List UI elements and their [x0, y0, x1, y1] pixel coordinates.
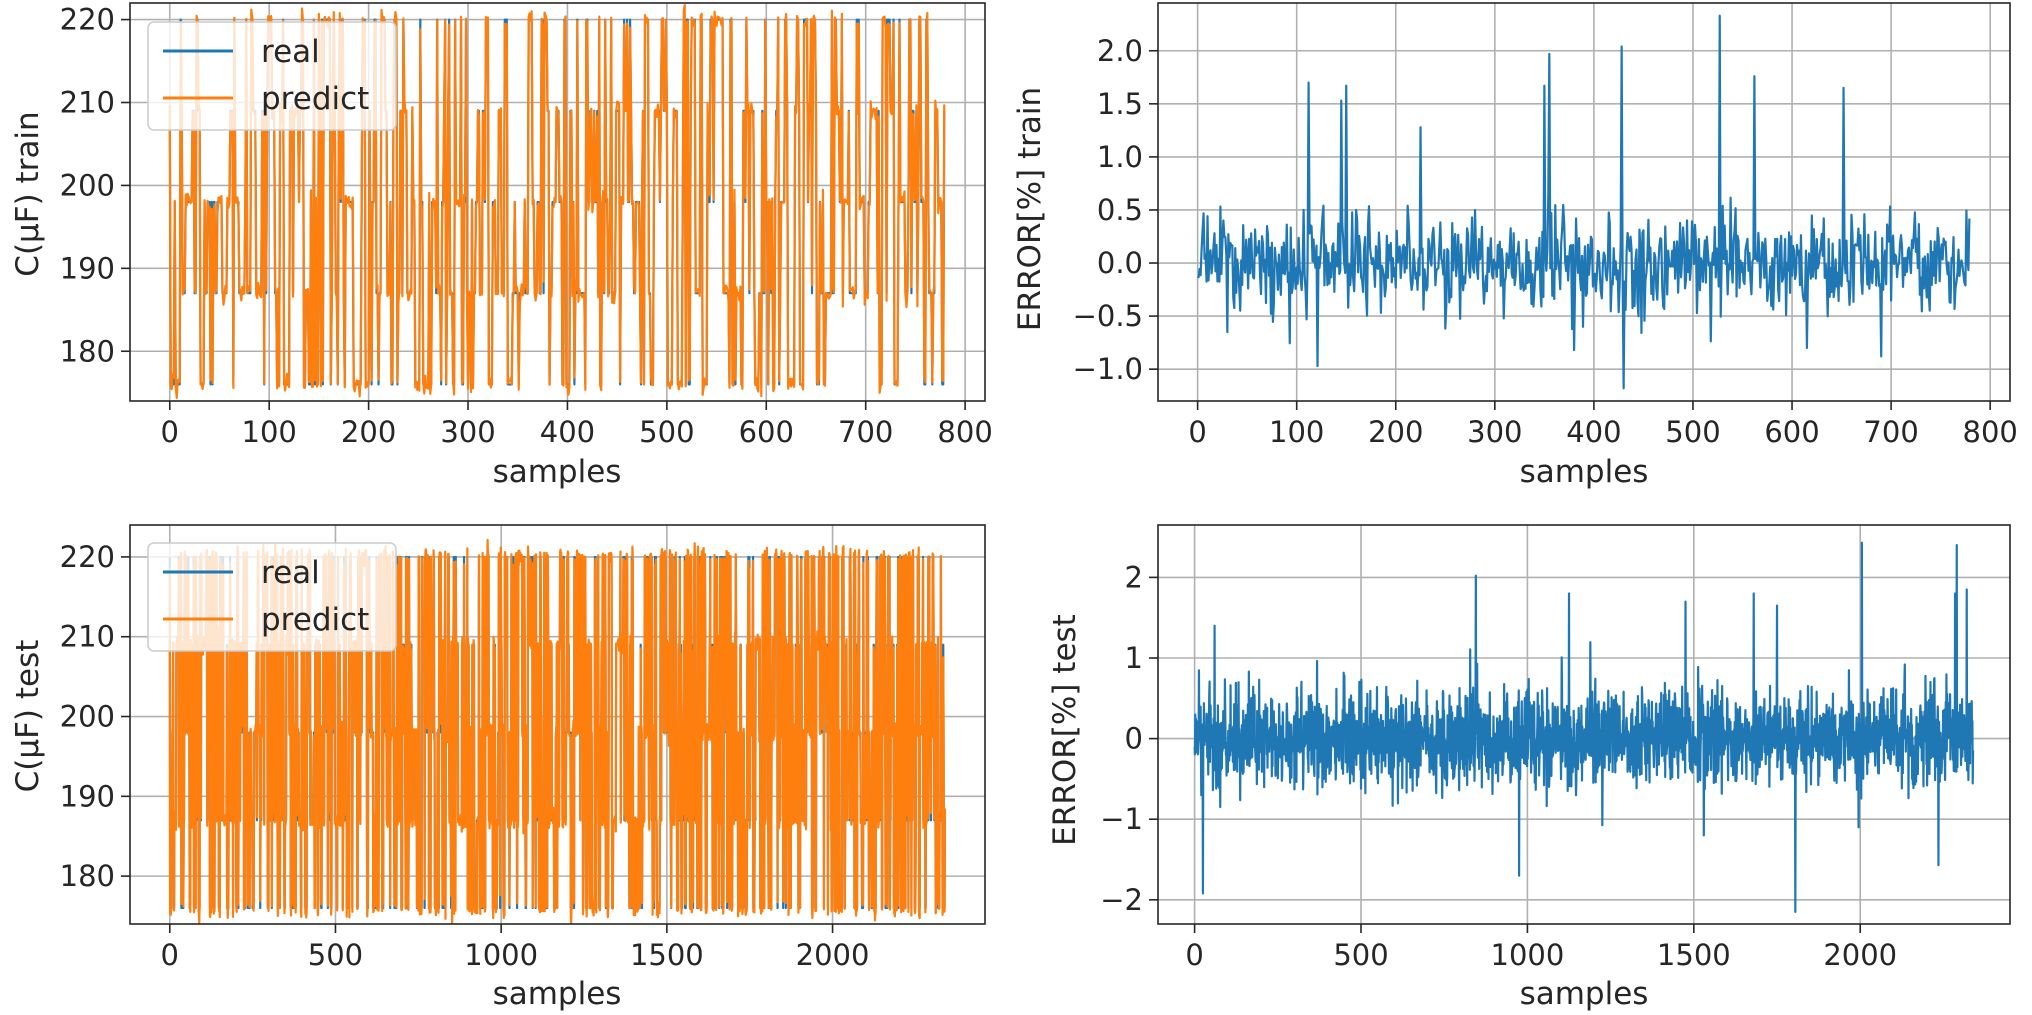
x-tick-label: 500 [1333, 938, 1388, 972]
y-tick-label: 2 [1125, 560, 1143, 594]
error-test-frame [1157, 524, 2011, 925]
x-tick-label: 300 [1467, 415, 1522, 449]
x-tick-label: 800 [937, 415, 992, 449]
y-tick-label: 0.0 [1097, 246, 1143, 280]
capacitance-train-panel: 0 100 200 300 400 500 600 700 800 180 190 200 210 220… [10, 2, 993, 490]
x-tick-label: 400 [540, 415, 595, 449]
series-error-line [1193, 541, 1975, 914]
x-tick-label: 2000 [1823, 938, 1897, 972]
x-tick-label: 400 [1566, 415, 1621, 449]
capacitance-test-legend: real predict [147, 542, 397, 652]
y-tick-label: 1.5 [1097, 87, 1143, 121]
x-tick-label: 0 [161, 938, 179, 972]
x-tick-label: 1000 [464, 938, 538, 972]
capacitance-test-ticks: 0 500 1000 1500 2000 180 190 200 210 220 [60, 540, 870, 972]
error-train-series [1197, 14, 1971, 390]
axes-frame [129, 524, 986, 925]
error-train-panel: 0 100 200 300 400 500 600 700 800 −1.0 −0.5 0.0 0.5 1… [1012, 2, 2018, 490]
legend-real-label: real [261, 34, 320, 70]
x-tick-label: 500 [308, 938, 363, 972]
y-tick-label: 2.0 [1097, 34, 1143, 68]
y-tick-label: −1 [1100, 802, 1143, 836]
series-error-line [1197, 14, 1971, 390]
error-train-xlabel: samples [1520, 454, 1649, 490]
error-test-panel: 0 500 1000 1500 2000 −2 −1 0 1 2 samples ERROR[%]… [1047, 524, 2011, 1012]
y-tick-label: 1 [1125, 641, 1143, 675]
error-test-xlabel: samples [1520, 976, 1649, 1012]
x-tick-label: 0 [1185, 938, 1203, 972]
axes-frame [1157, 2, 2011, 402]
y-tick-label: 180 [60, 334, 115, 368]
y-tick-label: 190 [60, 251, 115, 285]
x-tick-label: 700 [838, 415, 893, 449]
series-predict-line [168, 3, 946, 399]
capacitance-test-xlabel: samples [493, 976, 622, 1012]
x-tick-label: 100 [242, 415, 297, 449]
y-tick-label: 200 [60, 700, 115, 734]
legend-predict-label: predict [261, 81, 369, 117]
x-tick-label: 0 [161, 415, 179, 449]
x-tick-label: 800 [1963, 415, 2018, 449]
capacitance-test-frame [129, 524, 986, 925]
x-tick-label: 500 [639, 415, 694, 449]
error-test-series [1193, 541, 1975, 914]
y-tick-label: 0.5 [1097, 193, 1143, 227]
capacitance-test-legend-box [147, 542, 397, 652]
capacitance-train-frame [129, 2, 986, 402]
y-tick-label: 200 [60, 168, 115, 202]
y-tick-label: 220 [60, 540, 115, 574]
error-train-ylabel: ERROR[%] train [1012, 87, 1048, 331]
x-tick-label: 700 [1863, 415, 1918, 449]
capacitance-train-series [168, 3, 946, 399]
error-train-ticks: 0 100 200 300 400 500 600 700 800 −1.0 −0.5 0.0 0.5 1… [1073, 34, 2018, 449]
x-tick-label: 600 [1764, 415, 1819, 449]
x-tick-label: 2000 [796, 938, 870, 972]
axes-frame [1157, 524, 2011, 925]
y-tick-label: 220 [60, 3, 115, 37]
x-tick-label: 1000 [1491, 938, 1565, 972]
x-tick-label: 1500 [630, 938, 704, 972]
x-tick-label: 600 [739, 415, 794, 449]
error-test-ticks: 0 500 1000 1500 2000 −2 −1 0 1 2 [1100, 560, 1897, 972]
capacitance-train-legend-box [147, 21, 397, 131]
capacitance-train-xlabel: samples [493, 454, 622, 490]
y-tick-label: −1.0 [1073, 352, 1143, 386]
x-tick-label: 500 [1665, 415, 1720, 449]
legend-predict-label: predict [261, 602, 369, 638]
y-tick-label: 1.0 [1097, 140, 1143, 174]
y-tick-label: 0 [1125, 722, 1143, 756]
capacitance-train-legend: real predict [147, 21, 397, 131]
capacitance-train-ylabel: C(μF) train [10, 111, 46, 276]
x-tick-label: 1500 [1657, 938, 1731, 972]
y-tick-label: 210 [60, 86, 115, 120]
x-tick-label: 100 [1269, 415, 1324, 449]
capacitance-train-ticks: 0 100 200 300 400 500 600 700 800 180 190 200 210 220 [60, 3, 993, 449]
series-predict-line [168, 538, 946, 924]
y-tick-label: 180 [60, 859, 115, 893]
capacitance-test-series [168, 538, 946, 924]
x-tick-label: 200 [341, 415, 396, 449]
y-tick-label: 190 [60, 779, 115, 813]
y-tick-label: −0.5 [1073, 299, 1143, 333]
y-tick-label: 210 [60, 620, 115, 654]
axes-frame [129, 2, 986, 402]
legend-real-label: real [261, 555, 320, 591]
x-tick-label: 300 [440, 415, 495, 449]
x-tick-label: 0 [1188, 415, 1206, 449]
y-tick-label: −2 [1100, 883, 1143, 917]
error-train-frame [1157, 2, 2011, 402]
capacitance-test-ylabel: C(μF) test [10, 640, 46, 793]
x-tick-label: 200 [1368, 415, 1423, 449]
error-test-ylabel: ERROR[%] test [1047, 614, 1083, 846]
